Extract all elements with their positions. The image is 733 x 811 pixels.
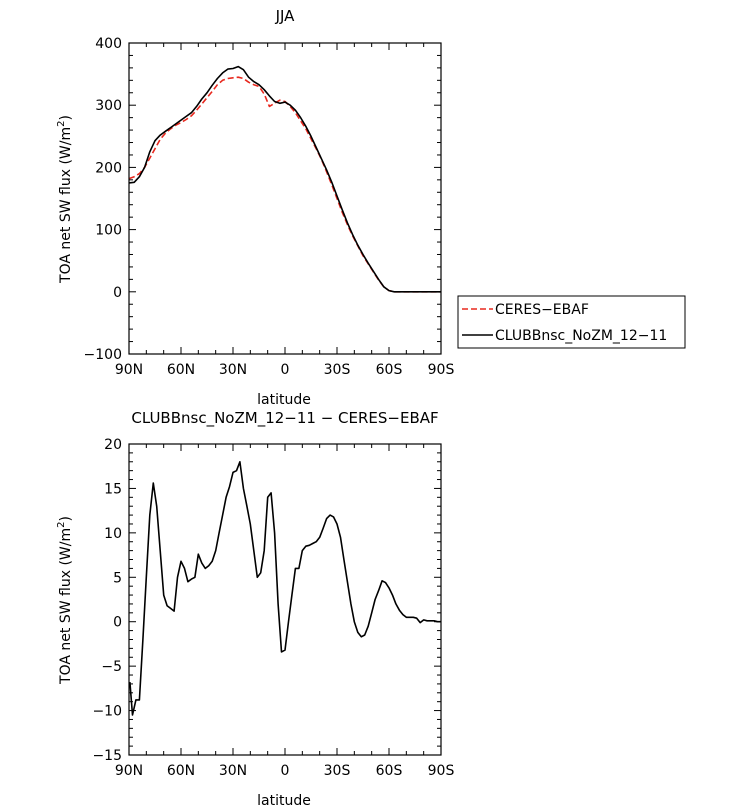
top-y-axis-label: TOA net SW flux (W/m2) [56, 115, 74, 284]
top-x-axis-label: latitude [257, 392, 311, 408]
bottom-panel: CLUBBnsc_NoZM_12−11 − CERES−EBAF 90N 60N 3… [56, 409, 454, 809]
top-x-tick-label: 60S [376, 362, 403, 378]
bottom-chart-title: CLUBBnsc_NoZM_12−11 − CERES−EBAF [131, 409, 438, 428]
top-y-tick-label: 0 [113, 285, 122, 301]
top-y-axis-label-main: TOA net SW flux (W/m [58, 127, 74, 284]
top-x-tick-label: 0 [281, 362, 290, 378]
bottom-x-tick-label: 0 [281, 763, 290, 779]
top-series-clubbnsc-nozm-12-11-line [128, 65, 441, 293]
bottom-x-tick-label: 30N [219, 763, 247, 779]
bottom-y-tick-label: 10 [104, 526, 122, 542]
bottom-y-axis-label-sup: 2 [56, 522, 67, 528]
top-series-ceres-ebaf-line [128, 76, 441, 293]
top-panel: JJA 90N 60N 30N 0 30S 60S 90S −100 0 100 200 300 400… [56, 7, 686, 408]
bottom-y-tick-label: −5 [101, 659, 122, 675]
top-plot-area: 90N 60N 30N 0 30S 60S 90S −100 0 100 200 300 400 [84, 36, 455, 378]
top-y-axis-label-end: ) [58, 115, 74, 120]
legend-ceres-label: CERES−EBAF [495, 302, 589, 318]
bottom-x-axis-label: latitude [257, 793, 311, 809]
bottom-y-axis-label-end: ) [58, 516, 74, 521]
legend-clubb-label: CLUBBnsc_NoZM_12−11 [495, 328, 667, 344]
bottom-y-tick-label: 5 [113, 570, 122, 586]
top-x-tick-label: 90N [115, 362, 143, 378]
bottom-y-axis-label: TOA net SW flux (W/m2) [56, 516, 74, 685]
top-plot-frame [128, 42, 442, 355]
bottom-x-tick-label: 30S [324, 763, 351, 779]
top-y-axis-label-sup: 2 [56, 121, 67, 127]
bottom-x-tick-label: 90S [428, 763, 455, 779]
top-x-tick-label: 90S [428, 362, 455, 378]
bottom-y-tick-label: 20 [104, 437, 122, 453]
top-x-tick-label: 60N [167, 362, 195, 378]
bottom-y-tick-label: 0 [113, 615, 122, 631]
top-chart-title: JJA [275, 7, 296, 25]
bottom-y-tick-label: 15 [104, 481, 122, 497]
legend-box [457, 295, 686, 349]
bottom-x-tick-label: 90N [115, 763, 143, 779]
bottom-y-axis-label-main: TOA net SW flux (W/m [58, 528, 74, 685]
legend: CERES−EBAF CLUBBnsc_NoZM_12−11 [457, 295, 686, 349]
top-x-tick-label: 30N [219, 362, 247, 378]
top-y-tick-label: 300 [95, 98, 122, 114]
bottom-x-tick-label: 60N [167, 763, 195, 779]
bottom-plot-frame [128, 443, 442, 756]
bottom-series-line0-line [129, 460, 441, 716]
top-x-tick-label: 30S [324, 362, 351, 378]
bottom-y-tick-label: −15 [92, 748, 122, 764]
top-y-tick-label: 400 [95, 36, 122, 52]
bottom-plot-area: 90N 60N 30N 0 30S 60S 90S −15 −10 −5 0 5 10 15 20 [92, 437, 454, 779]
top-y-tick-label: 100 [95, 223, 122, 239]
bottom-y-tick-label: −10 [92, 704, 122, 720]
top-y-tick-label: 200 [95, 160, 122, 176]
top-y-tick-label: −100 [84, 347, 122, 363]
bottom-x-tick-label: 60S [376, 763, 403, 779]
